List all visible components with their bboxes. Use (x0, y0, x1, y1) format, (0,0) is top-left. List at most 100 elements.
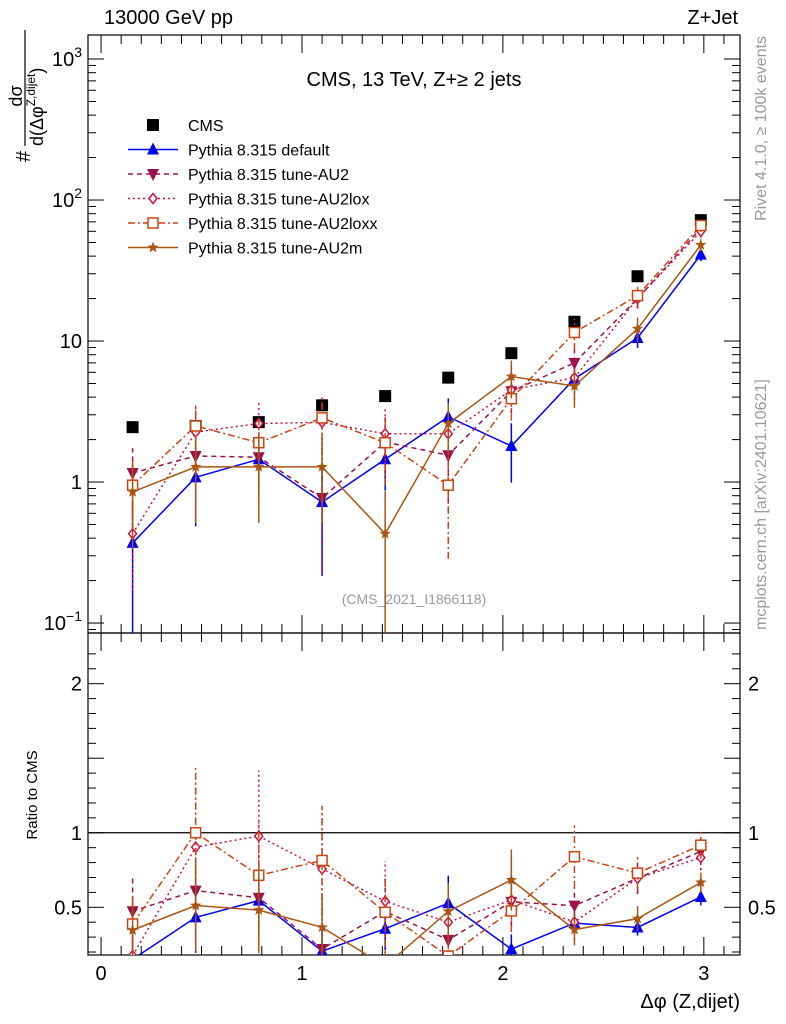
data-point (126, 421, 139, 434)
main-ylabel: # dσ d(ΔφZ,dijet) (6, 30, 47, 162)
header-right: Z+Jet (687, 7, 738, 29)
data-point (316, 412, 328, 424)
ratio-series-pythia-8-315-tune-au2m (126, 849, 707, 971)
ratio-point (442, 905, 454, 917)
x-tick-label: 3 (698, 963, 709, 985)
data-point (695, 219, 707, 232)
y-tick-label: 103 (52, 44, 82, 71)
series-line (132, 244, 702, 535)
ratio-point (568, 850, 581, 863)
ratio-line (132, 835, 702, 955)
data-point (694, 247, 707, 260)
data-point (505, 370, 518, 382)
legend-label: Pythia 8.315 default (188, 143, 330, 160)
y-tick-label: 10−1 (44, 608, 82, 635)
data-point (126, 486, 139, 497)
ratio-point (631, 867, 644, 879)
ratio-point (505, 942, 518, 955)
series-pythia-8-315-tune-au2 (126, 222, 707, 572)
legend-label: Pythia 8.315 tune-AU2loxx (188, 216, 377, 233)
series-pythia-8-315-tune-au2m (126, 239, 707, 633)
analysis-annotation: (CMS_2021_I1866118) (342, 591, 487, 607)
ratio-point (631, 912, 644, 924)
ratio-point (190, 899, 202, 911)
ylabel-numerator: dσ (6, 85, 26, 106)
ratio-point (694, 889, 707, 902)
ratio-point (380, 960, 391, 971)
main-frame (87, 34, 741, 634)
ratio-point (379, 906, 391, 918)
series-line (132, 224, 702, 487)
series-line (132, 227, 702, 499)
data-point (190, 460, 202, 472)
series-line (132, 254, 702, 544)
ratio-tick-label-right: 1 (748, 823, 759, 845)
data-point (379, 390, 392, 403)
data-point (505, 347, 518, 360)
data-point (568, 326, 581, 339)
data-point (568, 315, 581, 328)
data-point (316, 460, 328, 472)
main-plot-area (126, 214, 707, 633)
ratio-point (568, 923, 581, 935)
header-left: 13000 GeV pp (104, 7, 233, 29)
ratio-point (695, 876, 707, 888)
y-tick-label: 10 (60, 331, 82, 353)
ratio-line (132, 879, 702, 955)
legend-marker (147, 241, 159, 253)
legend-marker (147, 217, 159, 229)
x-tick-label: 0 (95, 963, 106, 985)
x-tick-label: 1 (296, 963, 307, 985)
ratio-tick-label: 2 (71, 674, 82, 696)
ratio-point (695, 839, 707, 851)
data-point (442, 417, 454, 429)
ratio-point (505, 874, 518, 885)
y-tick-label: 1 (71, 472, 82, 494)
ratio-line (132, 850, 702, 950)
series-pythia-8-315-tune-au2lox (127, 225, 706, 590)
ratio-series-pythia-8-315-tune-au2loxx (126, 765, 707, 955)
ratio-tick-label: 1 (71, 823, 82, 845)
ratio-ylabel: Ratio to CMS (24, 750, 41, 839)
series-line (131, 230, 702, 535)
legend: CMS Pythia 8.315 default Pythia 8.315 tune… (128, 118, 377, 258)
chart-title: CMS, 13 TeV, Z+≥ 2 jets (307, 69, 522, 91)
ratio-point (253, 904, 265, 915)
ratio-line (137, 896, 702, 955)
ratio-tick-label-right: 0.5 (748, 897, 776, 919)
legend-marker (148, 192, 158, 205)
ratio-tick-label: 0.5 (54, 897, 82, 919)
series-pythia-8-315-tune-au2loxx (126, 219, 707, 559)
data-point (442, 479, 455, 491)
data-point (631, 270, 644, 283)
data-point (631, 289, 644, 302)
ratio-series-pythia-8-315-tune-au2lox (128, 770, 706, 955)
ratio-series-pythia-8-315-tune-au2 (126, 838, 707, 955)
ylabel-denominator: d(ΔφZ,dijet) (24, 68, 47, 146)
ratio-point (316, 854, 328, 867)
data-point (379, 436, 391, 449)
data-point (631, 322, 644, 334)
y-tick-label: 102 (52, 185, 82, 212)
legend-marker (147, 119, 159, 131)
ratio-frame (87, 632, 741, 956)
data-point (568, 380, 581, 391)
legend-label: Pythia 8.315 tune-AU2 (188, 167, 349, 184)
x-tick-label: 2 (497, 963, 508, 985)
ratio-point (568, 900, 581, 913)
legend-label: Pythia 8.315 tune-AU2lox (188, 192, 369, 209)
data-point (695, 239, 707, 250)
data-point (189, 420, 202, 432)
legend-label: CMS (188, 118, 224, 135)
data-point (442, 371, 455, 384)
data-point (253, 460, 265, 472)
series-pythia-8-315-default (126, 247, 707, 633)
legend-marker (147, 169, 159, 181)
ratio-tick-label-right: 2 (748, 674, 759, 696)
ratio-plot-area (126, 765, 707, 971)
ratio-point (316, 921, 328, 933)
ratio-point (189, 827, 202, 839)
legend-label: Pythia 8.315 tune-AU2m (188, 241, 362, 258)
rivet-label: Rivet 4.1.0, ≥ 100k events (753, 36, 770, 221)
